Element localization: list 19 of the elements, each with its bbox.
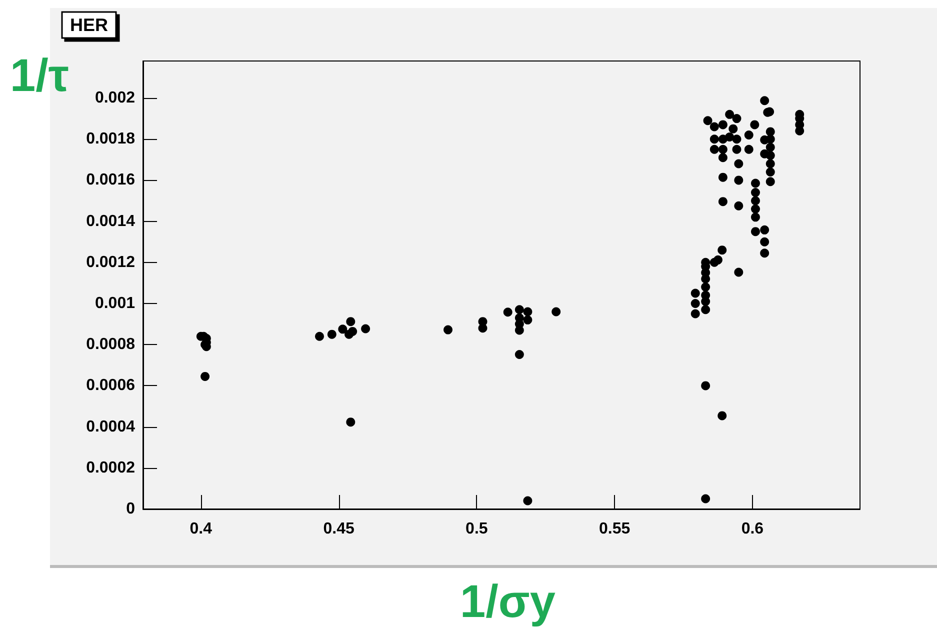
y-tick-label: 0.0014	[86, 212, 136, 230]
y-tick-label: 0.0018	[86, 130, 136, 148]
x-tick-label: 0.5	[466, 520, 488, 538]
y-tick-label: 0.0002	[86, 459, 136, 476]
y-tick-label: 0.0012	[86, 254, 136, 271]
x-axis-title: 1/σy	[460, 575, 556, 627]
x-tick-label: 0.45	[323, 520, 354, 538]
y-tick-label: 0	[126, 500, 136, 518]
y-tick-label: 0.0008	[86, 336, 136, 354]
y-tick-label: 0.0004	[86, 418, 136, 436]
y-tick-label: 0.001	[94, 294, 136, 312]
x-tick-label: 0.4	[190, 520, 212, 538]
y-tick-label: 0.002	[94, 89, 136, 106]
x-tick-label: 0.55	[598, 520, 630, 538]
y-axis-title: 1/τ	[10, 49, 69, 101]
chart-title: HER	[70, 15, 108, 35]
y-tick-label: 0.0006	[86, 377, 136, 394]
y-tick-label: 0.0016	[86, 172, 136, 189]
x-tick-label: 0.6	[741, 520, 764, 538]
